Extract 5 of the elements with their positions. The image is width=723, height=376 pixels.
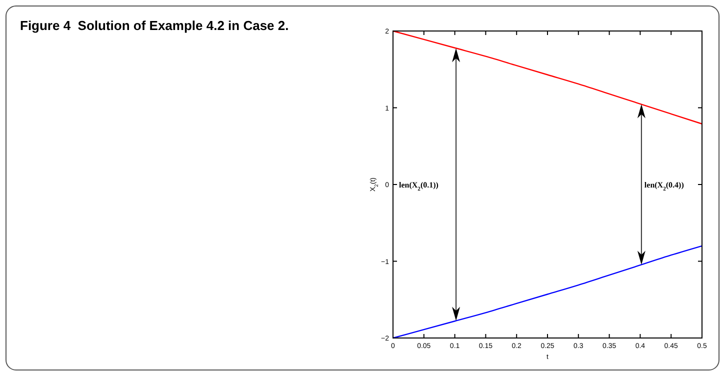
line-series [392,30,703,124]
annotation: len(X$_{2}$(0.4)) [644,180,684,192]
line-series [392,245,703,339]
annotation: len(X$_{2}$(0.1)) [399,180,439,192]
text: Figure 4 Solution of Example 4.2 in Case 2. [20,18,289,33]
